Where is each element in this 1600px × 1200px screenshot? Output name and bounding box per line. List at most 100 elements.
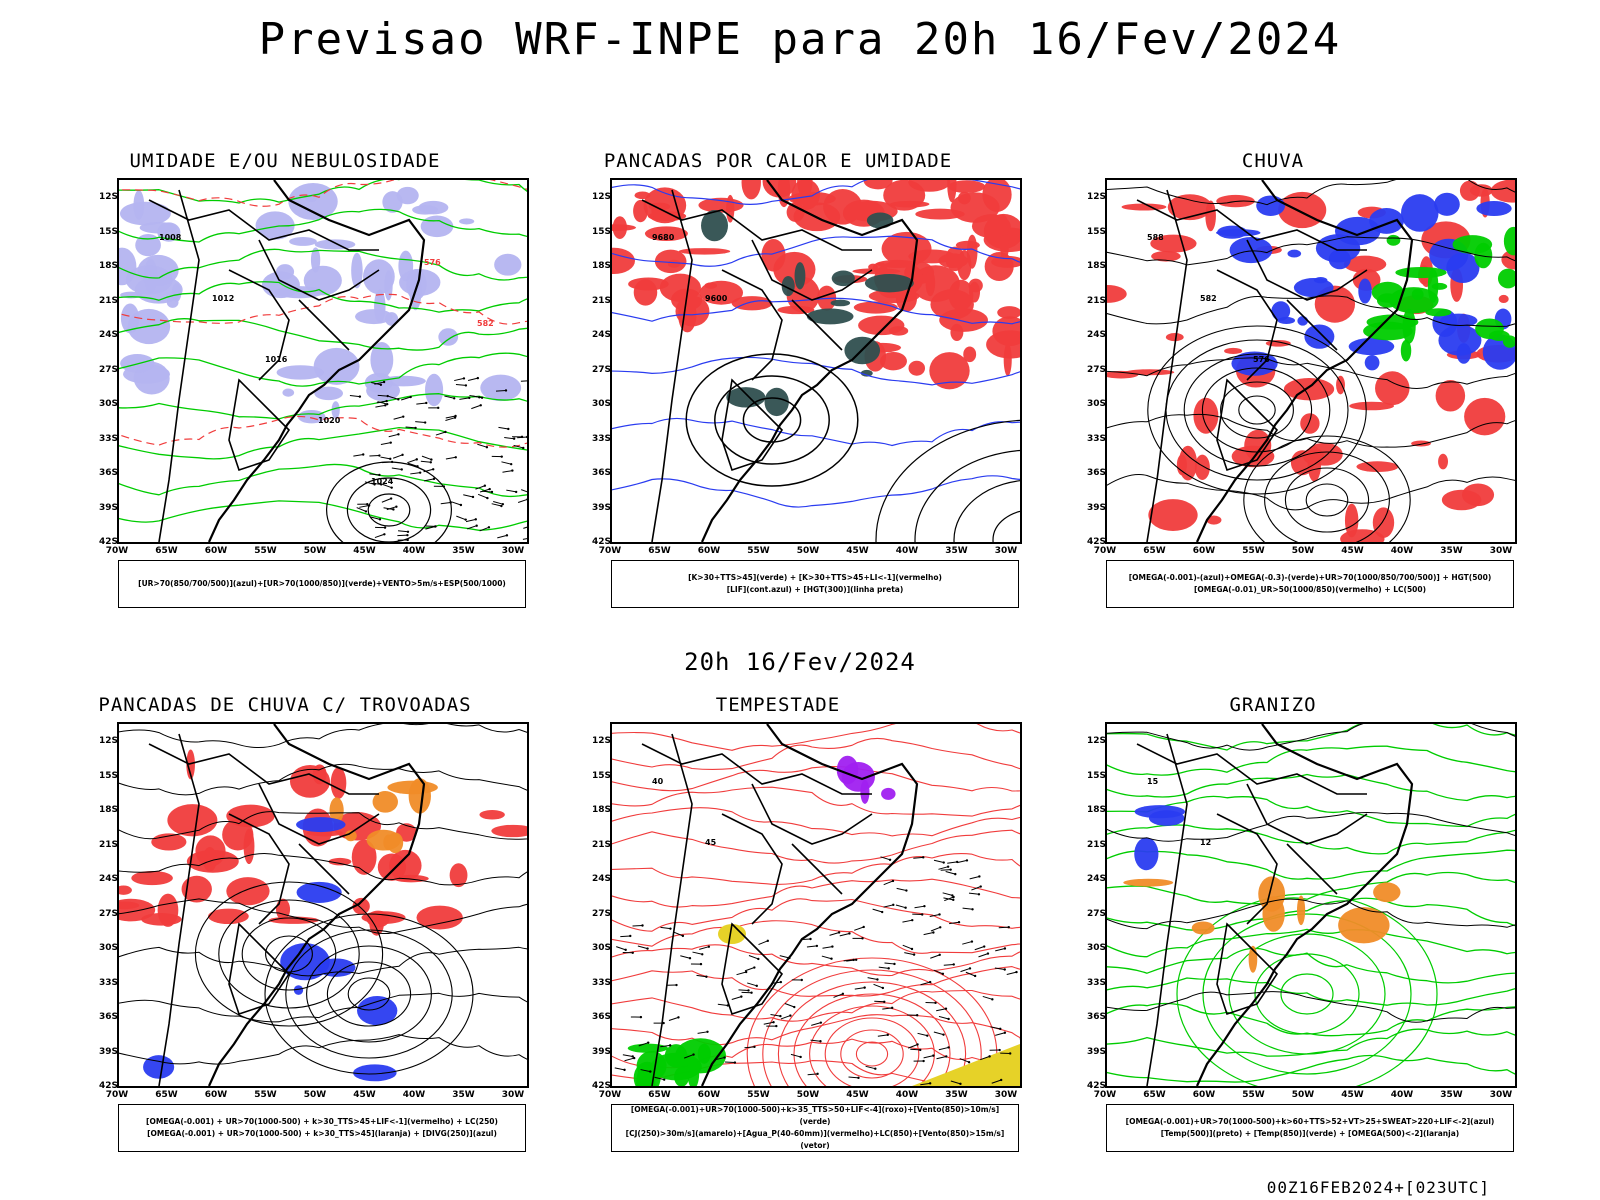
lat-label: 30S	[591, 943, 611, 953]
map-area: 15 12	[1105, 722, 1517, 1088]
lat-label: 39S	[591, 1046, 611, 1057]
lon-label: 45W	[846, 1090, 869, 1100]
lon-label: 55W	[254, 546, 277, 556]
map-area: 9680 9600	[610, 178, 1022, 544]
lat-label: 15S	[591, 226, 611, 237]
map-area: 588 582 576	[1105, 178, 1517, 544]
contour-label: 40	[652, 777, 664, 786]
contour-label: 1012	[212, 294, 234, 303]
lat-label: 33S	[98, 977, 118, 988]
lat-label: 42S	[1086, 1081, 1106, 1091]
legend-box: [OMEGA(-0.001)-(azul)+OMEGA(-0.3)-(verde…	[1106, 560, 1514, 608]
legend-line: [CJ(250)>30m/s](amarelo)+[Agua_P(40-60mm…	[625, 1129, 1005, 1150]
lat-label: 30S	[98, 943, 118, 953]
lat-label: 36S	[591, 468, 611, 478]
lat-label: 18S	[98, 261, 118, 271]
legend-line: [OMEGA(-0.001)+UR>70(1000-500)+k>35_TTS>…	[630, 1105, 1000, 1126]
lat-label: 18S	[1086, 805, 1106, 815]
lon-label: 45W	[353, 1090, 376, 1100]
map-svg: 9680 9600	[612, 180, 1020, 542]
lon-label: 40W	[402, 546, 426, 556]
legend-line: [Temp(500)](preto) + [Temp(850)](verde) …	[1160, 1129, 1460, 1138]
map-svg: 40 45	[612, 724, 1020, 1086]
legend-line: [K>30+TTS>45](verde) + [K>30+TTS>45+LI<-…	[688, 573, 942, 582]
lat-label: 30S	[1086, 943, 1106, 953]
lat-label: 24S	[591, 330, 611, 340]
lat-label: 12S	[98, 192, 118, 202]
lat-label: 42S	[1086, 537, 1106, 547]
lon-label: 30W	[994, 546, 1018, 556]
contour-label: 1024	[371, 477, 394, 486]
legend-line: [OMEGA(-0.001)-(azul)+OMEGA(-0.3)-(verde…	[1128, 573, 1492, 582]
panel-title: CHUVA	[1241, 150, 1305, 172]
lon-label: 40W	[402, 1090, 426, 1100]
lon-label: 60W	[1192, 1090, 1216, 1100]
legend-box: [OMEGA(-0.001)+UR>70(1000-500)+k>35_TTS>…	[611, 1104, 1019, 1152]
lon-label: 30W	[1489, 546, 1513, 556]
lat-label: 21S	[591, 839, 611, 850]
lon-label: 50W	[1291, 546, 1315, 556]
lon-label: 60W	[1192, 546, 1216, 556]
lat-label: 24S	[591, 874, 611, 884]
lat-label: 27S	[98, 908, 118, 919]
lat-label: 12S	[591, 192, 611, 202]
map-svg	[119, 724, 527, 1086]
lat-label: 12S	[1086, 192, 1106, 202]
lon-label: 65W	[1143, 1090, 1166, 1100]
lon-label: 70W	[1093, 1090, 1117, 1100]
lat-label: 18S	[98, 805, 118, 815]
legend-line: [OMEGA(-0.001) + UR>70(1000-500) + k>30_…	[147, 1129, 497, 1138]
lon-label: 60W	[697, 1090, 721, 1100]
panel-title: PANCADAS DE CHUVA C/ TROVOADAS	[98, 694, 472, 716]
panel-storm: TEMPESTADE 12S 15S 18S 21S 24S 27S 30S 33S 36S 39S…	[533, 694, 1023, 1179]
lat-label: 12S	[591, 736, 611, 746]
lon-label: 35W	[1440, 546, 1463, 556]
lat-label: 36S	[591, 1012, 611, 1022]
lon-label: 70W	[598, 546, 622, 556]
map-area: 1008 1012 1016 1020 1024 576 582	[117, 178, 529, 544]
contour-label: 1020	[318, 416, 341, 425]
lat-label: 12S	[1086, 736, 1106, 746]
panel-humidity-cloudiness: UMIDADE E/OU NEBULOSIDADE 12S 15S 18S 21S 24S…	[40, 150, 530, 635]
panel-title: TEMPESTADE	[715, 694, 841, 716]
lon-label: 55W	[747, 546, 770, 556]
legend-line: [LIF](cont.azul) + [HGT(300)](linha pret…	[726, 585, 904, 594]
lon-label: 60W	[204, 1090, 228, 1100]
lat-label: 36S	[1086, 468, 1106, 478]
contour-label: 576	[424, 258, 441, 267]
lat-label: 39S	[591, 502, 611, 513]
lat-label: 33S	[591, 433, 611, 444]
lat-label: 33S	[1086, 433, 1106, 444]
lon-label: 65W	[648, 1090, 671, 1100]
lon-label: 45W	[846, 546, 869, 556]
map-svg: 1008 1012 1016 1020 1024 576 582	[119, 180, 527, 542]
contour-label: 12	[1200, 838, 1211, 847]
lat-label: 27S	[591, 908, 611, 919]
lat-label: 42S	[98, 1081, 118, 1091]
contour-label: 1016	[265, 355, 288, 364]
legend-box: [OMEGA(-0.001)+UR>70(1000-500)+k>60+TTS>…	[1106, 1104, 1514, 1152]
lon-label: 60W	[204, 546, 228, 556]
lat-label: 15S	[98, 770, 118, 781]
lon-label: 30W	[994, 1090, 1018, 1100]
lat-label: 39S	[1086, 502, 1106, 513]
panel-thunderstorm-showers: PANCADAS DE CHUVA C/ TROVOADAS 12S 15S 18S 2…	[40, 694, 530, 1179]
lat-label: 30S	[1086, 399, 1106, 409]
lon-label: 30W	[1489, 1090, 1513, 1100]
contour-label: 45	[705, 838, 717, 847]
lat-label: 21S	[98, 295, 118, 306]
lat-label: 39S	[1086, 1046, 1106, 1057]
lon-label: 70W	[1093, 546, 1117, 556]
lon-label: 45W	[1341, 546, 1364, 556]
lat-label: 21S	[591, 295, 611, 306]
map-area	[117, 722, 529, 1088]
lat-label: 27S	[98, 364, 118, 375]
contour-label: 588	[1147, 233, 1164, 242]
lat-label: 33S	[1086, 977, 1106, 988]
lat-label: 39S	[98, 1046, 118, 1057]
lat-label: 42S	[98, 537, 118, 547]
panel-hail: GRANIZO 12S 15S 18S 21S 24S 27S 30S 33S 36S 39S 42S…	[1028, 694, 1518, 1179]
lat-label: 36S	[1086, 1012, 1106, 1022]
lat-label: 33S	[591, 977, 611, 988]
